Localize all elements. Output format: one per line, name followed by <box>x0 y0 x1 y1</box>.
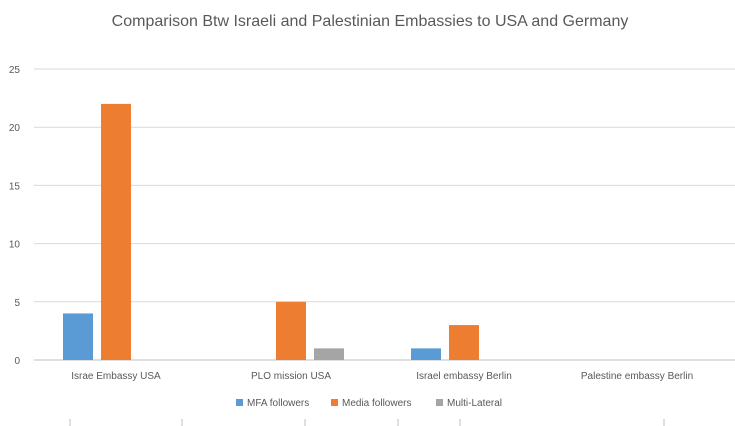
legend-label: Multi-Lateral <box>447 398 502 409</box>
bar-mfa-followers-2 <box>411 348 441 360</box>
gridlines <box>34 68 735 361</box>
x-category-label: Palestine embassy Berlin <box>581 371 693 382</box>
x-axis-categories: Israe Embassy USA PLO mission USA Israel e… <box>71 371 693 382</box>
x-category-label: Israel embassy Berlin <box>416 371 512 382</box>
bottom-tick-marks <box>69 419 665 426</box>
bar-multi-lateral-1 <box>314 348 344 360</box>
legend-label: Media followers <box>342 398 411 409</box>
legend-swatch <box>436 399 443 406</box>
chart-title: Comparison Btw Israeli and Palestinian E… <box>112 13 629 30</box>
y-tick-label: 15 <box>9 181 21 192</box>
bar-media-followers-2 <box>449 325 479 360</box>
bars <box>63 103 479 361</box>
bar-media-followers-1 <box>276 301 306 360</box>
y-tick-label: 20 <box>9 123 21 134</box>
legend-label: MFA followers <box>247 398 309 409</box>
y-tick-label: 0 <box>14 356 20 367</box>
bar-mfa-followers-0 <box>63 313 93 360</box>
y-tick-label: 25 <box>9 65 21 76</box>
y-tick-label: 5 <box>14 298 20 309</box>
y-axis-ticks: 0 5 10 15 20 25 <box>9 65 21 367</box>
y-tick-label: 10 <box>9 240 21 251</box>
legend: MFA followers Media followers Multi-Latera… <box>236 398 502 409</box>
legend-swatch <box>331 399 338 406</box>
x-category-label: Israe Embassy USA <box>71 371 161 382</box>
bar-media-followers-0 <box>101 103 131 361</box>
x-category-label: PLO mission USA <box>251 371 331 382</box>
legend-swatch <box>236 399 243 406</box>
